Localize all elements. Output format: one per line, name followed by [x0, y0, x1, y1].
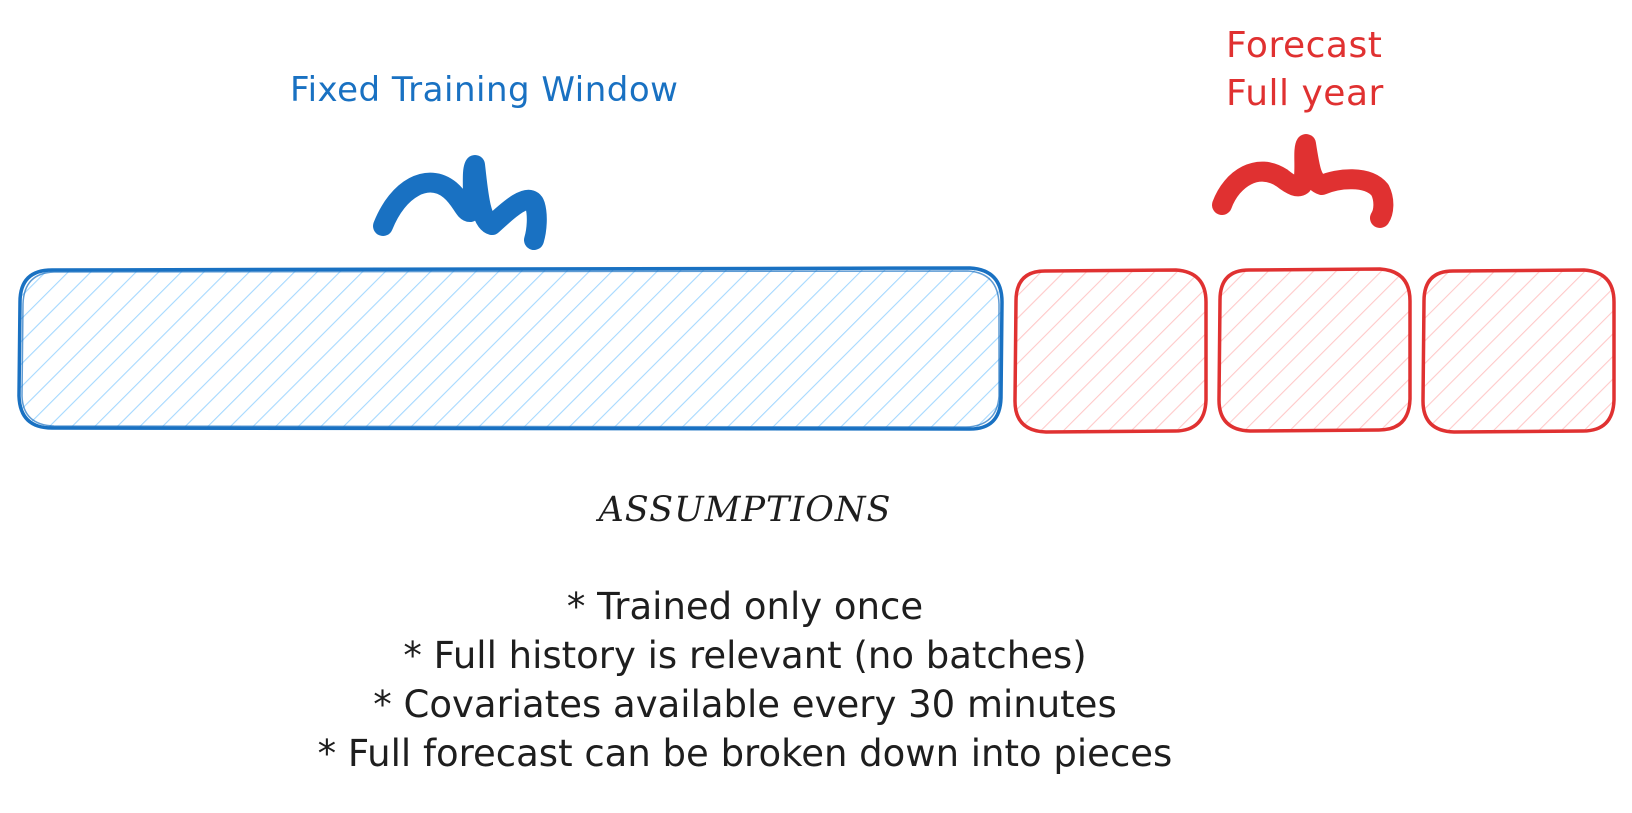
forecast-segment-1 [1013, 268, 1208, 434]
assumption-item: * Covariates available every 30 minutes [373, 683, 1117, 726]
assumptions-list: * Trained only once * Full history is re… [0, 582, 1490, 778]
assumptions-title: ASSUMPTIONS [598, 490, 892, 530]
training-window-label: Fixed Training Window [290, 70, 679, 110]
forecast-label: Forecast Full year [1226, 22, 1384, 118]
forecast-segment-2 [1217, 267, 1412, 433]
assumption-item: * Full forecast can be broken down into … [317, 732, 1173, 775]
training-brace-icon [373, 155, 547, 250]
forecast-label-line1: Forecast [1226, 25, 1383, 66]
forecast-label-line2: Full year [1226, 73, 1384, 114]
assumptions-section: ASSUMPTIONS * Trained only once * Full h… [0, 490, 1490, 778]
forecast-segment-3 [1421, 268, 1616, 434]
assumption-item: * Full history is relevant (no batches) [403, 634, 1087, 677]
assumption-item: * Trained only once [566, 585, 924, 628]
training-window-block [17, 266, 1004, 431]
forecast-brace-icon [1212, 134, 1394, 228]
